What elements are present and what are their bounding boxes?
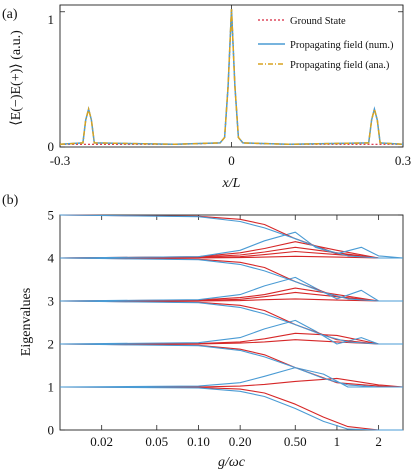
panel-b-eigenvalue-line <box>60 377 404 388</box>
panel-b-xtick-label: 0.10 <box>187 434 210 449</box>
panel-b-xtick-label: 0.20 <box>229 434 252 449</box>
panel-b-xtick-label: 0.02 <box>90 434 113 449</box>
panel-a-label: (a) <box>2 7 18 22</box>
panel-b-ylabel: Eigenvalues <box>19 288 34 356</box>
panel-b-xtick-label: 0.50 <box>284 434 307 449</box>
panel-b-ytick-label: 4 <box>48 251 55 266</box>
legend-label-propagating-num: Propagating field (num.) <box>290 40 394 51</box>
panel-b-eigenvalue-line <box>59 386 403 431</box>
panel-b-xtick-label: 0.05 <box>145 434 168 449</box>
panel-b-xlabel: g/ωc <box>218 455 246 470</box>
panel-b-ytick-label: 5 <box>48 208 55 223</box>
panel-b-ytick-label: 0 <box>48 423 55 438</box>
panel-a-ylabel: ⟨E(−)E(+)⟩ (a.u.) <box>9 30 24 126</box>
panel-b-eigenvalue-line <box>59 332 403 345</box>
panel-a-series <box>59 9 404 146</box>
panel-a-xtick-label: 0.3 <box>395 153 411 168</box>
panel-b-eigenvalue-line <box>59 231 404 259</box>
panel-b-eigenvalue-line <box>59 276 403 302</box>
panel-a-legend: Ground State Propagating field (num.) Pr… <box>258 16 394 71</box>
panel-b-eigenvalue-line <box>59 386 403 431</box>
panel-a-series-line <box>59 9 404 146</box>
panel-b-axes-frame <box>59 214 404 431</box>
panel-b: (b) 0.02 0.05 0.10 0.20 0.50 1 2 0 1 2 3 4 5 g/ωc Ei… <box>2 193 404 470</box>
panel-b-ticks: 0.02 0.05 0.10 0.20 0.50 1 2 0 1 2 3 4 5 <box>48 208 403 449</box>
panel-b-eigenvalue-line <box>59 319 403 345</box>
panel-b-eigenvalue-line <box>59 300 403 345</box>
panel-b-eigenvalue-line <box>59 343 403 388</box>
panel-a-ytick-label: 1 <box>48 12 55 27</box>
legend-label-ground-state: Ground State <box>290 16 346 27</box>
panel-b-eigenvalue-line <box>59 214 403 259</box>
panel-a: (a) -0.3 0 0.3 0 1 x/L ⟨E(−)E(+)⟩ (a.u.)… <box>2 4 411 191</box>
panel-b-ytick-label: 1 <box>48 380 55 395</box>
panel-b-series <box>59 214 404 431</box>
panel-b-ytick-label: 2 <box>48 337 55 352</box>
panel-b-label: (b) <box>2 193 19 208</box>
panel-a-ticks <box>59 5 404 148</box>
panel-b-eigenvalue-line <box>59 257 403 302</box>
panel-a-axes-frame <box>59 4 404 148</box>
legend-label-propagating-ana: Propagating field (ana.) <box>290 60 390 71</box>
panel-a-series-line <box>60 9 403 145</box>
panel-a-xtick-label: 0 <box>228 153 235 168</box>
panel-b-xtick-label: 1 <box>334 434 341 449</box>
panel-a-ytick-label: 0 <box>48 139 55 154</box>
panel-b-eigenvalue-line <box>59 257 403 302</box>
panel-b-xtick-label: 2 <box>375 434 382 449</box>
panel-a-xtick-label: -0.3 <box>50 153 71 168</box>
panel-a-xlabel: x/L <box>222 176 241 191</box>
panel-b-eigenvalue-line <box>59 300 403 345</box>
panel-a-series-line <box>59 9 404 146</box>
panel-b-ytick-label: 3 <box>48 294 55 309</box>
